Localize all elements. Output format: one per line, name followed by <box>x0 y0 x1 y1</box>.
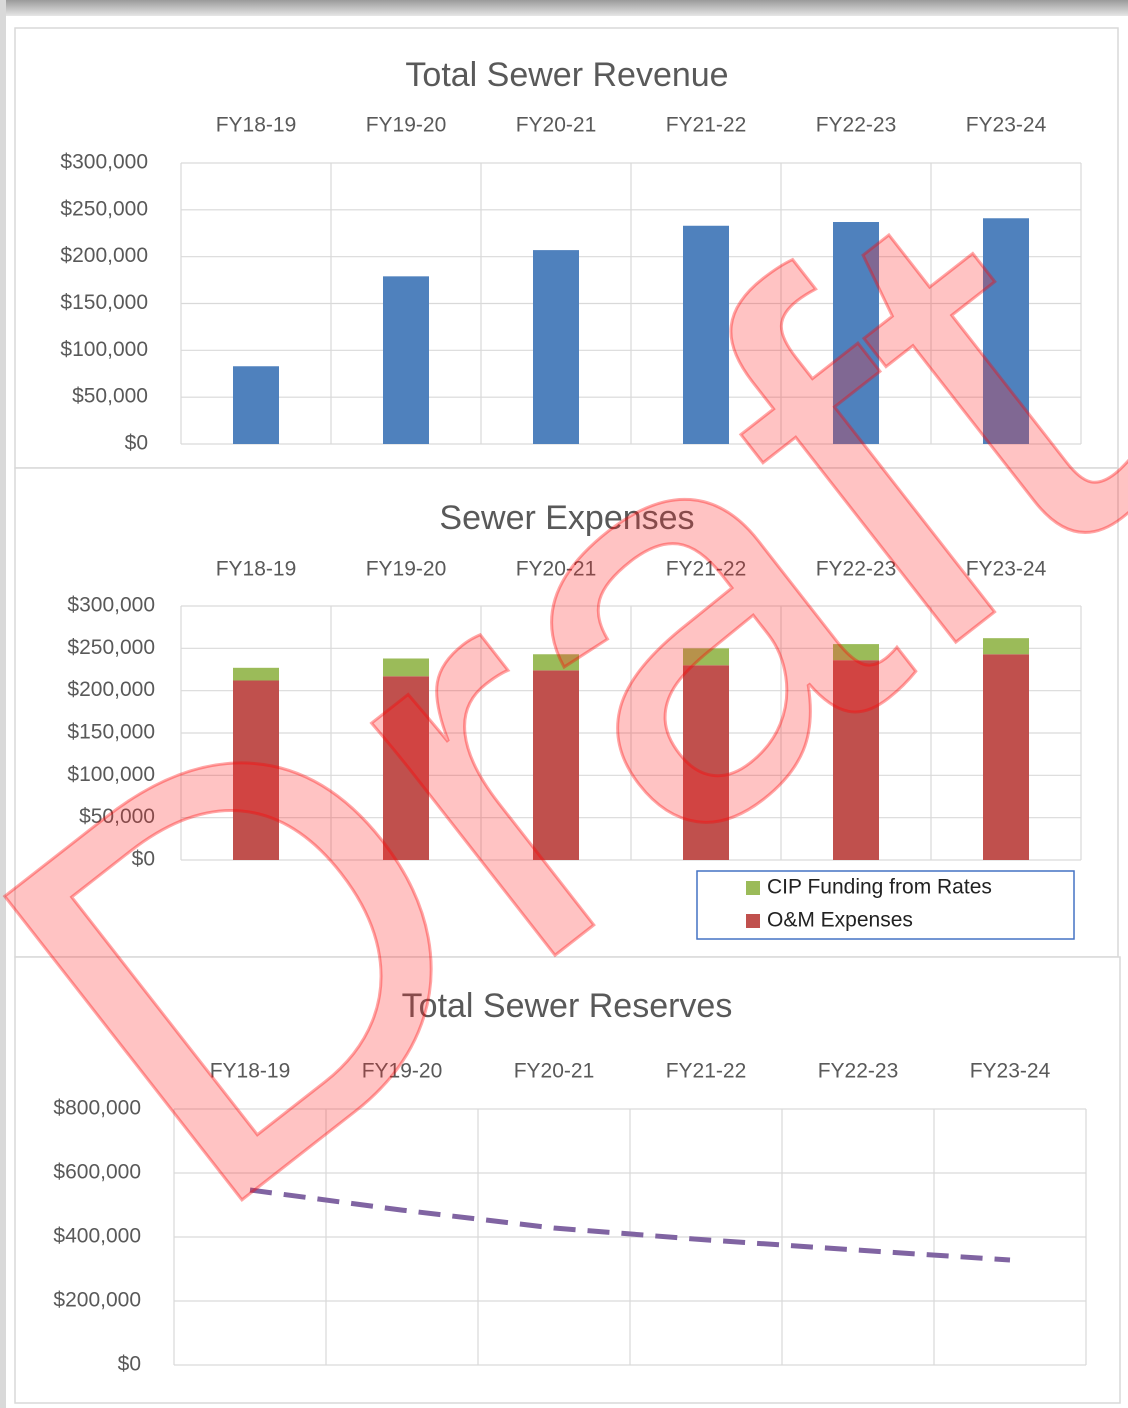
y-tick-label: $250,000 <box>60 197 148 220</box>
x-tick-label: FY18-19 <box>216 114 297 137</box>
chart-title: Sewer Expenses <box>439 499 694 537</box>
y-tick-label: $800,000 <box>53 1097 141 1120</box>
x-tick-label: FY19-20 <box>362 1060 443 1083</box>
legend-swatch <box>746 881 760 895</box>
x-tick-label: FY23-24 <box>966 558 1047 581</box>
x-tick-label: FY18-19 <box>210 1060 291 1083</box>
y-tick-label: $0 <box>118 1353 141 1376</box>
top-shadow <box>0 0 1128 16</box>
y-tick-label: $200,000 <box>53 1289 141 1312</box>
bar-segment <box>233 667 279 681</box>
x-tick-label: FY20-21 <box>514 1060 595 1083</box>
bar <box>983 218 1029 444</box>
line <box>249 1187 1011 1263</box>
bar-segment <box>833 660 879 860</box>
bar-segment <box>983 638 1029 655</box>
bar-segment <box>533 670 579 860</box>
legend-swatch <box>746 914 760 928</box>
bar-segment <box>533 654 579 671</box>
y-tick-label: $200,000 <box>67 678 155 701</box>
chart-title: Total Sewer Revenue <box>405 56 728 94</box>
x-tick-label: FY18-19 <box>216 558 297 581</box>
panel <box>14 956 1121 1404</box>
x-tick-label: FY21-22 <box>666 1060 747 1083</box>
bar-segment <box>383 658 429 677</box>
legend-label: O&M Expenses <box>767 909 913 932</box>
y-tick-label: $100,000 <box>60 338 148 361</box>
y-tick-label: $0 <box>125 432 148 455</box>
charts: Total Sewer Revenue $0 $50,000 $100,000 $150… <box>53 56 1087 1376</box>
y-tick-label: $300,000 <box>67 594 155 617</box>
x-tick-label: FY22-23 <box>818 1060 899 1083</box>
x-tick-label: FY19-20 <box>366 114 447 137</box>
bar <box>683 225 729 444</box>
x-tick-label: FY22-23 <box>816 558 897 581</box>
chart-title: Total Sewer Reserves <box>402 987 733 1025</box>
x-tick-label: FY20-21 <box>516 558 597 581</box>
y-tick-label: $100,000 <box>67 763 155 786</box>
y-tick-label: $600,000 <box>53 1161 141 1184</box>
bar <box>533 250 579 444</box>
x-tick-label: FY20-21 <box>516 114 597 137</box>
y-tick-label: $50,000 <box>79 805 155 828</box>
x-tick-label: FY19-20 <box>366 558 447 581</box>
x-tick-label: FY23-24 <box>970 1060 1051 1083</box>
y-tick-label: $400,000 <box>53 1225 141 1248</box>
x-tick-label: FY23-24 <box>966 114 1047 137</box>
y-tick-label: $0 <box>132 848 155 871</box>
bar-segment <box>383 676 429 860</box>
y-tick-label: $250,000 <box>67 636 155 659</box>
y-tick-label: $150,000 <box>67 721 155 744</box>
bar-segment <box>983 654 1029 860</box>
bar-segment <box>683 648 729 666</box>
bar <box>383 276 429 444</box>
bar <box>233 366 279 444</box>
bar-segment <box>833 644 879 661</box>
y-tick-label: $300,000 <box>60 151 148 174</box>
y-tick-label: $50,000 <box>72 385 148 408</box>
left-shadow <box>0 0 6 1408</box>
bar-segment <box>233 680 279 860</box>
bar <box>833 222 879 444</box>
y-tick-label: $200,000 <box>60 244 148 267</box>
x-tick-label: FY21-22 <box>666 558 747 581</box>
x-tick-label: FY22-23 <box>816 114 897 137</box>
x-tick-label: FY21-22 <box>666 114 747 137</box>
legend-label: CIP Funding from Rates <box>767 876 992 899</box>
bar-segment <box>683 665 729 860</box>
y-tick-label: $150,000 <box>60 291 148 314</box>
